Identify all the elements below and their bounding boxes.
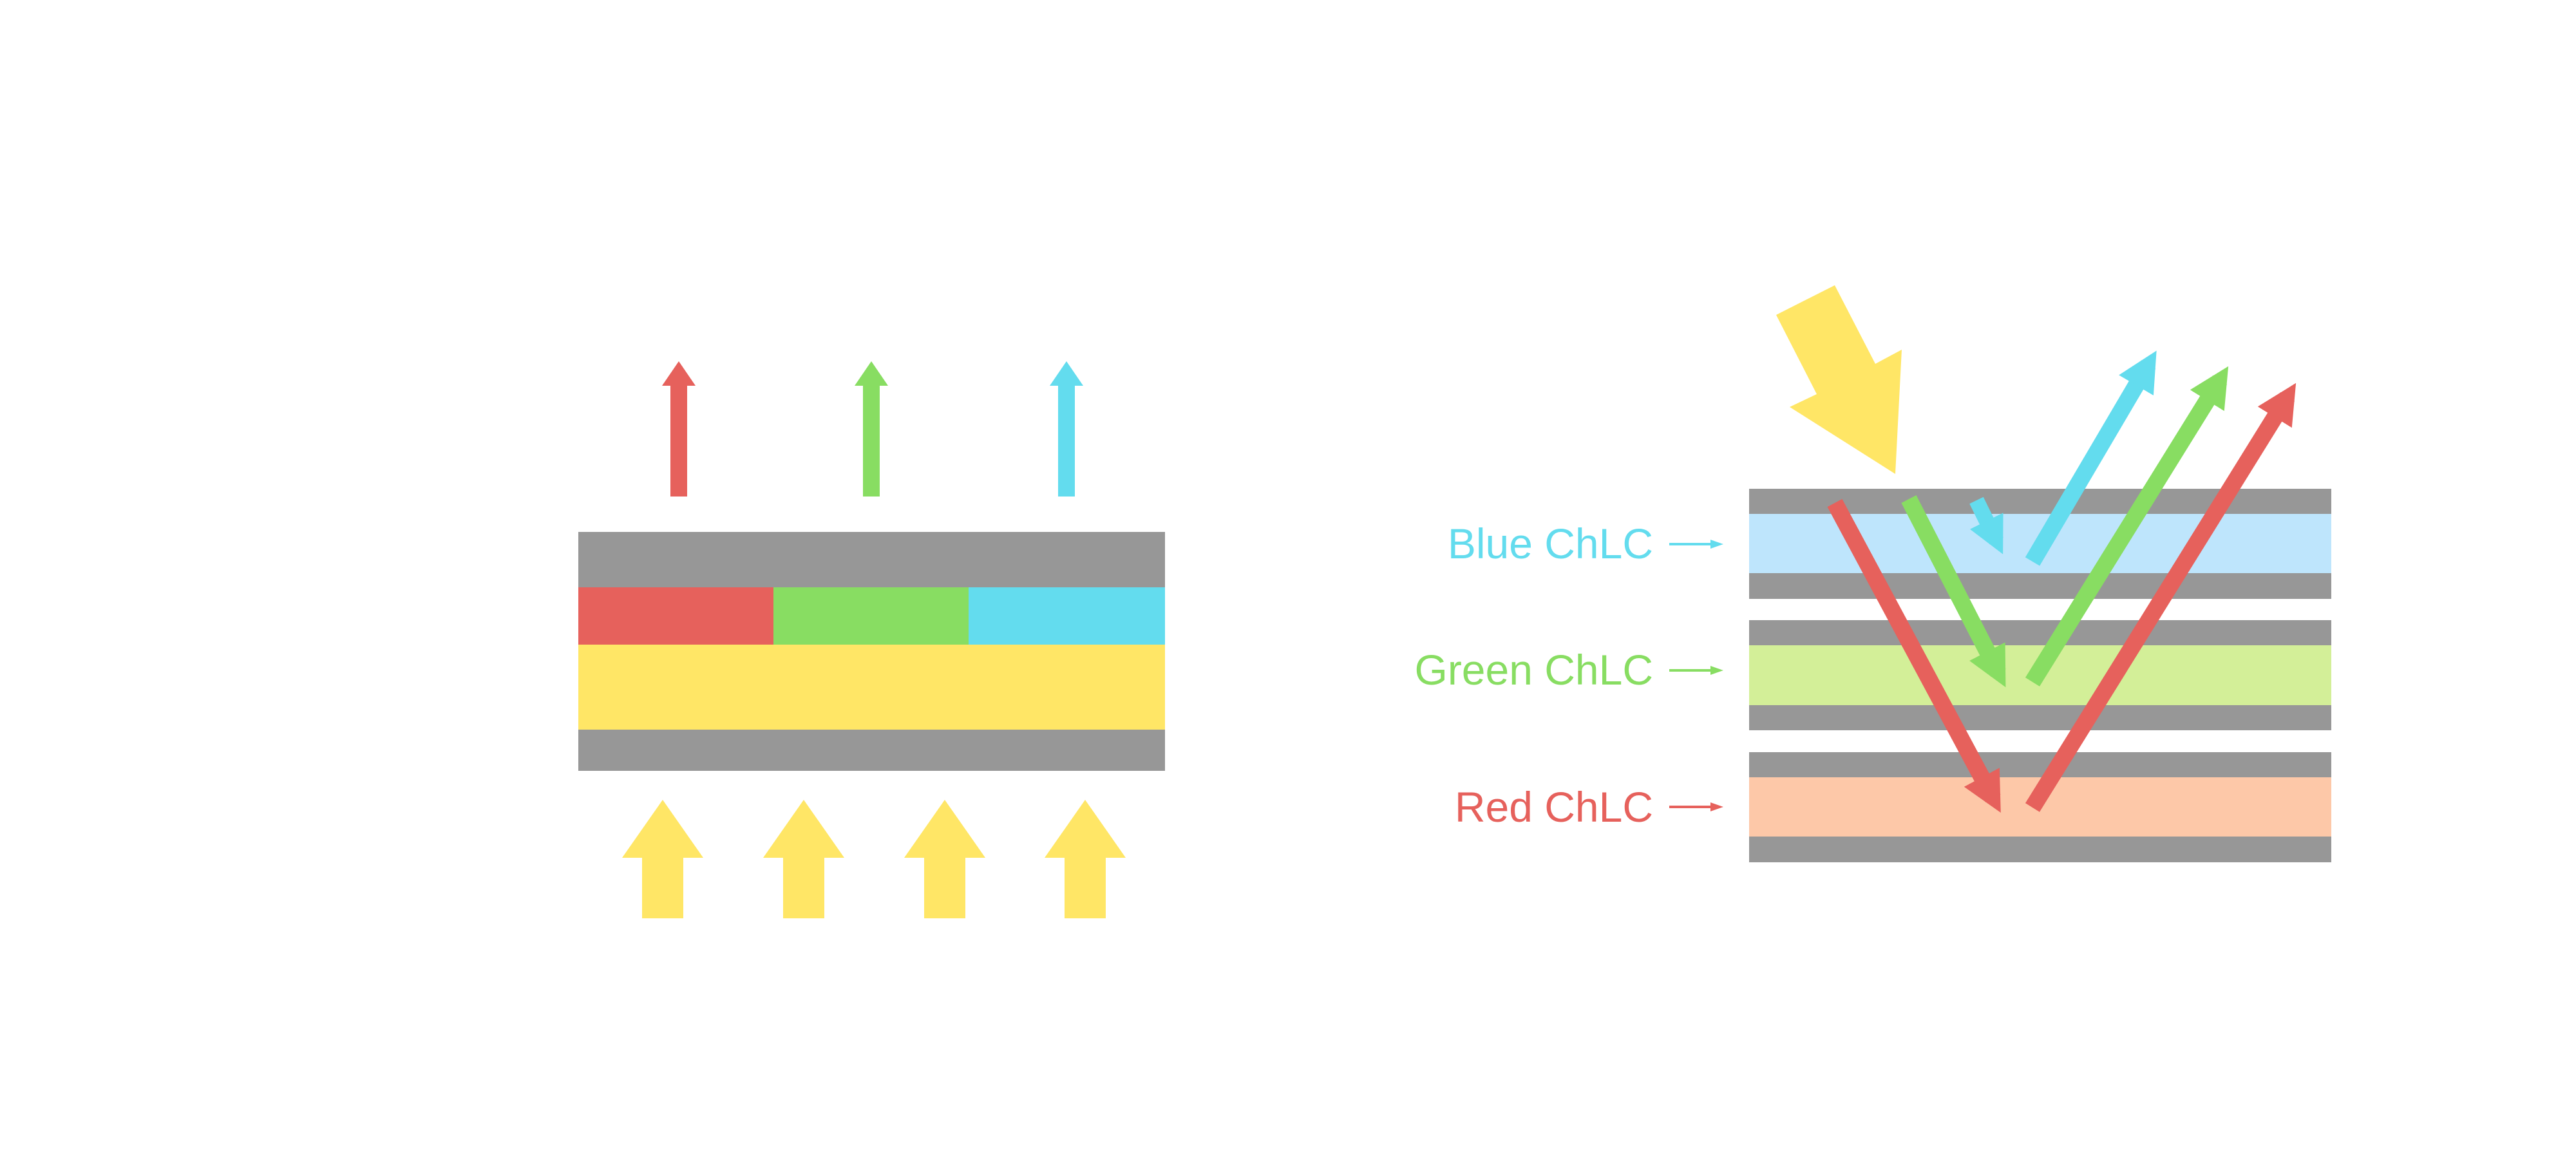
yellow-backlight-layer	[578, 645, 1165, 730]
blue-reflected-arrow-icon	[2025, 350, 2157, 566]
green-reflected-arrow-icon	[2025, 366, 2229, 686]
blue-incident-arrow-icon	[1969, 497, 2003, 554]
green-chlc-label: Green ChLC	[1414, 646, 1653, 694]
gray-layer	[1749, 752, 2331, 777]
right-diagram: Blue ChLC Green ChLC Red ChLC	[1414, 285, 2331, 862]
left-diagram	[578, 361, 1165, 918]
red-reflected-arrow-icon	[2025, 383, 2297, 812]
yellow-up-arrow-icon	[763, 800, 844, 918]
red-label-pointer-icon	[1669, 802, 1723, 811]
red-chlc-stack	[1749, 752, 2331, 862]
bottom-gray-layer	[578, 730, 1165, 771]
green-label-pointer-icon	[1669, 666, 1723, 675]
green-filter	[773, 587, 969, 645]
blue-filter	[969, 587, 1165, 645]
red-filter	[578, 587, 773, 645]
yellow-up-arrow-icon	[622, 800, 703, 918]
yellow-up-arrow-icon	[904, 800, 985, 918]
gray-layer	[1749, 573, 2331, 599]
red-chlc-label: Red ChLC	[1455, 783, 1653, 831]
blue-label-pointer-icon	[1669, 540, 1723, 549]
blue-chlc-label: Blue ChLC	[1448, 520, 1653, 567]
red-incident-arrow-icon	[1827, 498, 2001, 813]
top-gray-layer	[578, 532, 1165, 587]
yellow-up-arrow-icon	[1045, 800, 1126, 918]
gray-layer	[1749, 837, 2331, 862]
green-up-arrow-icon	[855, 361, 888, 497]
incoming-light-arrow-icon	[1776, 285, 1902, 474]
blue-up-arrow-icon	[1050, 361, 1083, 497]
gray-layer	[1749, 620, 2331, 645]
red-up-arrow-icon	[662, 361, 696, 497]
gray-layer	[1749, 705, 2331, 730]
green-incident-arrow-icon	[1901, 495, 2006, 688]
